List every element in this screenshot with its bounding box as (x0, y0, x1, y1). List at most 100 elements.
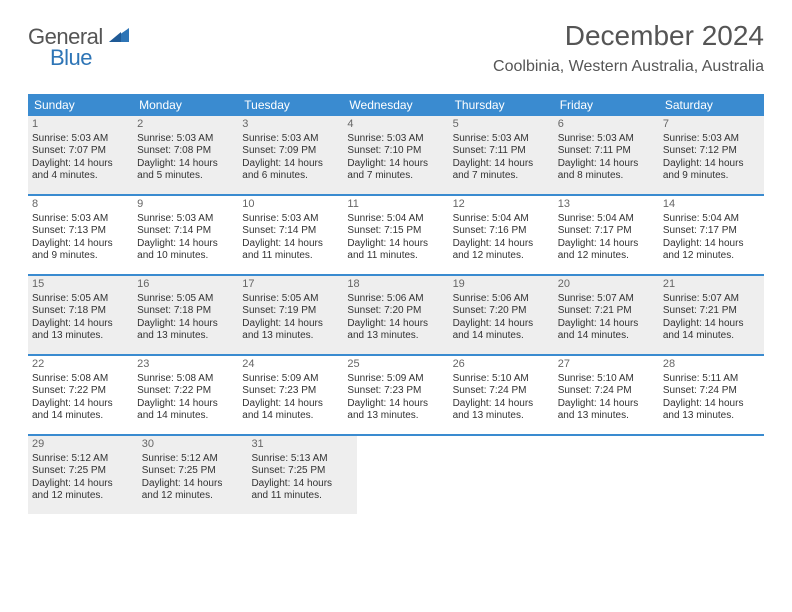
day-number: 24 (242, 358, 339, 372)
day-number: 16 (137, 278, 234, 292)
sunset-text: Sunset: 7:23 PM (242, 385, 339, 398)
d2-text: and 13 minutes. (347, 410, 444, 423)
day-cell: 23Sunrise: 5:08 AMSunset: 7:22 PMDayligh… (133, 356, 238, 434)
logo-triangle-icon (109, 28, 129, 47)
day-cell: 21Sunrise: 5:07 AMSunset: 7:21 PMDayligh… (659, 276, 764, 354)
day-cell: 6Sunrise: 5:03 AMSunset: 7:11 PMDaylight… (554, 116, 659, 194)
d1-text: Daylight: 14 hours (242, 398, 339, 411)
day-header: Friday (554, 94, 659, 116)
d2-text: and 10 minutes. (137, 250, 234, 263)
day-number: 29 (32, 438, 134, 452)
day-cell: 29Sunrise: 5:12 AMSunset: 7:25 PMDayligh… (28, 436, 138, 514)
d2-text: and 11 minutes. (347, 250, 444, 263)
sunrise-text: Sunrise: 5:04 AM (663, 213, 760, 226)
d1-text: Daylight: 14 hours (663, 398, 760, 411)
empty-cell (357, 436, 459, 514)
day-number: 10 (242, 198, 339, 212)
header: General Blue December 2024 Coolbinia, We… (0, 0, 792, 84)
sunset-text: Sunset: 7:25 PM (251, 465, 353, 478)
sunset-text: Sunset: 7:09 PM (242, 145, 339, 158)
sunset-text: Sunset: 7:24 PM (663, 385, 760, 398)
day-header: Thursday (449, 94, 554, 116)
location-text: Coolbinia, Western Australia, Australia (28, 58, 764, 76)
d1-text: Daylight: 14 hours (142, 478, 244, 491)
week-row: 15 Sunrise: 5:05 AM Sunset: 7:18 PM Dayligh… (28, 276, 764, 356)
day-number: 15 (32, 278, 129, 292)
d1-text: Daylight: 14 hours (242, 318, 339, 331)
day-cell: 7Sunrise: 5:03 AMSunset: 7:12 PMDaylight… (659, 116, 764, 194)
sunset-text: Sunset: 7:07 PM (32, 145, 129, 158)
week-row: 1Sunrise: 5:03 AMSunset: 7:07 PMDaylight… (28, 116, 764, 196)
d1-text: Daylight: 14 hours (251, 478, 353, 491)
day-number: 4 (347, 118, 444, 132)
day-cell: 18Sunrise: 5:06 AMSunset: 7:20 PMDayligh… (343, 276, 448, 354)
day-number: 23 (137, 358, 234, 372)
day-number: 22 (32, 358, 129, 372)
d1-text: Daylight: 14 hours (347, 158, 444, 171)
sunset-text: Sunset: 7:17 PM (663, 225, 760, 238)
d2-text: and 14 minutes. (137, 410, 234, 423)
calendar: Sunday Monday Tuesday Wednesday Thursday… (28, 94, 764, 514)
sunrise-text: Sunrise: 5:03 AM (32, 213, 129, 226)
sunset-text: Sunset: 7:11 PM (453, 145, 550, 158)
day-number: 21 (663, 278, 760, 292)
sunrise-text: Sunrise: 5:12 AM (32, 453, 134, 466)
d1-text: Daylight: 14 hours (453, 238, 550, 251)
sunrise-text: Sunrise: 5:09 AM (347, 373, 444, 386)
day-header: Tuesday (238, 94, 343, 116)
sunrise-text: Sunrise: 5:08 AM (32, 373, 129, 386)
day-cell: 17Sunrise: 5:05 AMSunset: 7:19 PMDayligh… (238, 276, 343, 354)
day-number: 9 (137, 198, 234, 212)
sunset-text: Sunset: 7:24 PM (453, 385, 550, 398)
sunset-text: Sunset: 7:12 PM (663, 145, 760, 158)
sunset-text: Sunset: 7:20 PM (453, 305, 550, 318)
d2-text: and 12 minutes. (558, 250, 655, 263)
d1-text: Daylight: 14 hours (242, 238, 339, 251)
sunset-text: Sunset: 7:19 PM (242, 305, 339, 318)
sunset-text: Sunset: 7:20 PM (347, 305, 444, 318)
d2-text: and 4 minutes. (32, 170, 129, 183)
sunrise-text: Sunrise: 5:05 AM (242, 293, 339, 306)
day-cell: 22Sunrise: 5:08 AMSunset: 7:22 PMDayligh… (28, 356, 133, 434)
day-number: 20 (558, 278, 655, 292)
d2-text: and 8 minutes. (558, 170, 655, 183)
page-title: December 2024 (28, 20, 764, 52)
day-header-row: Sunday Monday Tuesday Wednesday Thursday… (28, 94, 764, 116)
day-cell: 9Sunrise: 5:03 AMSunset: 7:14 PMDaylight… (133, 196, 238, 274)
day-number: 2 (137, 118, 234, 132)
d2-text: and 14 minutes. (558, 330, 655, 343)
d2-text: and 13 minutes. (137, 330, 234, 343)
d1-text: Daylight: 14 hours (347, 318, 444, 331)
d2-text: and 13 minutes. (242, 330, 339, 343)
day-cell: 27Sunrise: 5:10 AMSunset: 7:24 PMDayligh… (554, 356, 659, 434)
day-cell: 15Sunrise: 5:05 AMSunset: 7:18 PMDayligh… (28, 276, 133, 354)
day-header: Sunday (28, 94, 133, 116)
d1-text: Daylight: 14 hours (32, 398, 129, 411)
day-cell: 13Sunrise: 5:04 AMSunset: 7:17 PMDayligh… (554, 196, 659, 274)
d2-text: and 5 minutes. (137, 170, 234, 183)
sunset-text: Sunset: 7:14 PM (242, 225, 339, 238)
sunset-text: Sunset: 7:08 PM (137, 145, 234, 158)
empty-cell (459, 436, 561, 514)
day-cell: 14Sunrise: 5:04 AMSunset: 7:17 PMDayligh… (659, 196, 764, 274)
sunset-text: Sunset: 7:15 PM (347, 225, 444, 238)
sunset-text: Sunset: 7:23 PM (347, 385, 444, 398)
d2-text: and 12 minutes. (32, 490, 134, 503)
d1-text: Daylight: 14 hours (347, 398, 444, 411)
day-cell: 19Sunrise: 5:06 AMSunset: 7:20 PMDayligh… (449, 276, 554, 354)
day-header: Wednesday (343, 94, 448, 116)
day-number: 7 (663, 118, 760, 132)
d1-text: Daylight: 14 hours (558, 318, 655, 331)
d2-text: and 9 minutes. (663, 170, 760, 183)
day-number: 12 (453, 198, 550, 212)
sunrise-text: Sunrise: 5:11 AM (663, 373, 760, 386)
d1-text: Daylight: 14 hours (137, 238, 234, 251)
d1-text: Daylight: 14 hours (347, 238, 444, 251)
sunset-text: Sunset: 7:18 PM (137, 305, 234, 318)
day-cell: 2Sunrise: 5:03 AMSunset: 7:08 PMDaylight… (133, 116, 238, 194)
d1-text: Daylight: 14 hours (663, 318, 760, 331)
sunrise-text: Sunrise: 5:04 AM (558, 213, 655, 226)
sunrise-text: Sunrise: 5:03 AM (663, 133, 760, 146)
sunset-text: Sunset: 7:18 PM (32, 305, 129, 318)
day-cell: 30Sunrise: 5:12 AMSunset: 7:25 PMDayligh… (138, 436, 248, 514)
